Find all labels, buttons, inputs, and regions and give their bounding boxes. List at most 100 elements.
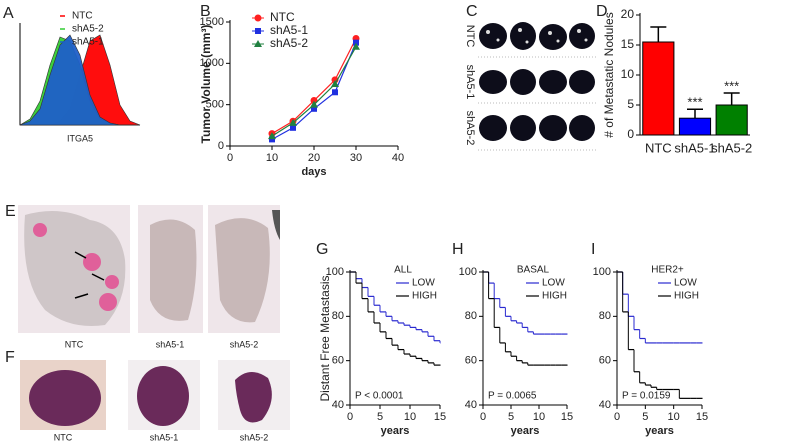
y-tick-label: 1000 [200,57,224,69]
y-tick-label: 100 [593,266,611,278]
legend-label: shA5-1 [270,23,308,37]
bar [715,104,748,136]
y-tick-label: 100 [326,266,344,278]
y-tick-label: 5 [627,97,634,111]
x-tick-label: shA5-2 [711,140,752,155]
x-tick-label: 15 [561,411,573,423]
error-bar [687,108,703,119]
x-tick-label: 5 [642,411,648,423]
marker [269,136,275,143]
p-value: P = 0.0159 [622,391,671,402]
density-area [19,34,140,126]
chart-title: ALL [394,265,412,276]
error-bar [650,26,667,42]
x-tick-label: 5 [377,411,383,423]
y-tick-label: 60 [465,355,477,367]
x-axis-label: ITGA5 [67,133,93,143]
y-tick-label: 0 [627,127,634,141]
panel-c-images: NTC shA5-1 shA5-2 [464,22,598,151]
panel-letter: F [5,349,15,366]
legend-label: HIGH [412,291,437,302]
y-axis-label: Tumor Volume (mm³) [199,25,213,144]
image-label: shA5-1 [150,432,179,442]
legend-label: HIGH [542,291,567,302]
marker [352,42,360,50]
marker [290,124,296,131]
row-label: shA5-2 [464,111,476,146]
marker [353,39,359,46]
x-tick-label: NTC [645,140,672,155]
y-tick-label: 80 [465,310,477,322]
y-tick-label: 40 [465,399,477,411]
x-axis-label: years [381,425,410,437]
y-tick-label: 60 [332,355,344,367]
x-tick-label: 10 [266,152,278,164]
error-bar [723,92,740,105]
x-tick-label: 20 [308,152,320,164]
x-axis-label: years [645,425,674,437]
x-tick-label: 0 [347,411,353,423]
x-tick-label: 15 [434,411,446,423]
x-tick-label: 40 [392,152,404,164]
panel-letter: G [316,241,328,258]
x-tick-label: shA5-1 [674,140,715,155]
legend-label: NTC [72,11,93,22]
row-label: NTC [464,25,476,48]
marker [332,89,338,96]
x-tick-label: 10 [533,411,545,423]
series-line [271,38,357,135]
y-axis-label: # of Metastatic Nodules [602,12,616,137]
bar [678,117,712,136]
legend-label: shA5-2 [270,36,308,50]
x-axis-label: years [511,425,540,437]
x-axis-label: days [301,166,326,178]
marker [255,28,261,34]
legend-label: LOW [542,278,565,289]
marker [254,40,262,47]
marker [289,118,297,126]
legend-label: shA5-1 [72,37,104,48]
p-value: P < 0.0001 [355,391,404,402]
p-value: P = 0.0065 [488,391,537,402]
y-tick-label: 15 [621,37,635,51]
image-label: shA5-2 [240,432,269,442]
marker [331,80,339,87]
marker [311,105,317,112]
y-tick-label: 100 [459,266,477,278]
series-line [271,46,357,137]
x-tick-label: 0 [614,411,620,423]
panel-letter: H [452,241,464,258]
panel-letter: E [5,203,16,220]
x-tick-label: 0 [480,411,486,423]
y-axis-label: Distant Free Metastasis [318,275,332,401]
y-tick-label: 40 [599,399,611,411]
chart-title: BASAL [517,265,550,276]
image-label: shA5-2 [230,339,259,349]
row-label: shA5-1 [464,65,476,100]
panel-letter: A [3,5,14,22]
image-label: NTC [65,339,84,349]
x-tick-label: 5 [508,411,514,423]
panel-f-images: NTC shA5-1 shA5-2 [20,360,290,442]
legend-label: HIGH [674,291,699,302]
y-tick-label: 40 [332,399,344,411]
y-tick-label: 20 [621,7,635,21]
x-tick-label: 0 [227,152,233,164]
legend-label: LOW [674,278,697,289]
panel-letter: D [596,3,608,20]
panel-letter: C [466,3,478,20]
bar [642,41,675,136]
image-label: shA5-1 [156,339,185,349]
y-tick-label: 1500 [200,16,224,28]
y-tick-label: 80 [332,310,344,322]
y-tick-label: 0 [218,140,224,152]
y-tick-label: 60 [599,355,611,367]
y-tick-label: 80 [599,310,611,322]
significance: *** [724,78,739,93]
panel-e-images: NTC shA5-1 shA5-2 [18,205,280,349]
x-tick-label: 10 [404,411,416,423]
marker [268,132,276,140]
panel-letter: B [200,3,211,20]
series-line [271,42,357,140]
